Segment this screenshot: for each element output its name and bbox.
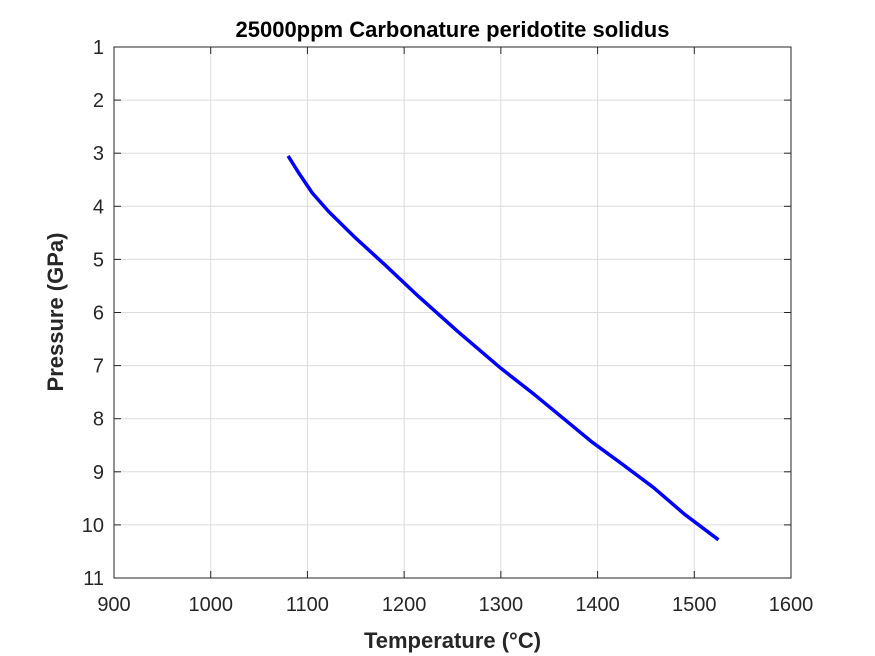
y-tick-label: 1 [93, 37, 104, 59]
y-tick-label: 6 [93, 303, 104, 325]
x-tick-label: 900 [97, 594, 130, 616]
y-tick-label: 2 [93, 90, 104, 112]
x-tick-label: 1400 [575, 594, 620, 616]
x-tick-label: 1300 [479, 594, 524, 616]
x-tick-label: 1100 [286, 594, 329, 616]
x-axis-title: Temperature (°C) [364, 628, 541, 653]
y-tick-label: 8 [93, 409, 104, 431]
y-tick-label: 7 [93, 356, 104, 378]
x-tick-label: 1600 [769, 594, 814, 616]
y-tick-label: 9 [93, 462, 104, 484]
ticks [113, 46, 792, 579]
x-tick-label: 1500 [672, 594, 717, 616]
y-tick-label: 4 [93, 196, 104, 218]
y-tick-label: 3 [93, 143, 104, 165]
x-tick-labels: 900 1000 1100 1200 1300 1400 1500 1600 [97, 594, 813, 616]
series-layer [286, 154, 720, 542]
y-axis-title: Pressure (GPa) [43, 233, 68, 392]
chart-title: 25000ppm Carbonature peridotite solidus [236, 17, 670, 42]
y-tick-label: 10 [82, 515, 104, 537]
y-tick-label: 5 [93, 249, 104, 271]
series-line-0 [286, 154, 720, 542]
y-tick-label: 11 [83, 568, 104, 590]
x-tick-label: 1200 [382, 594, 427, 616]
y-tick-labels: 1 2 3 4 5 6 7 8 9 10 11 [82, 37, 104, 590]
x-tick-label: 1000 [188, 594, 233, 616]
